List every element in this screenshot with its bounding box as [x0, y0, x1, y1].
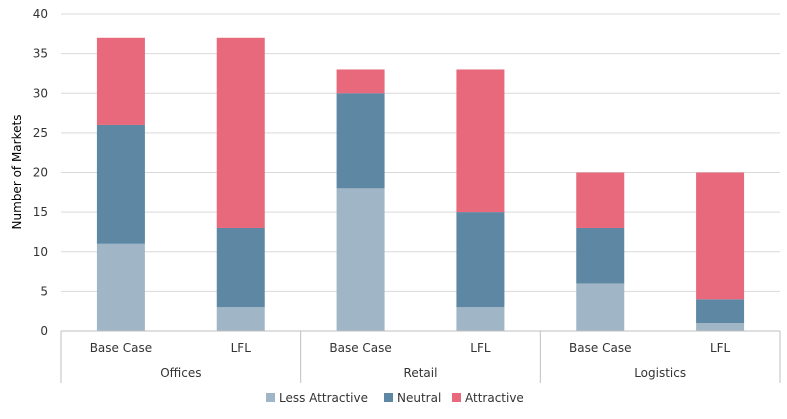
bar-segment	[576, 283, 625, 331]
y-axis-ticks: 0 5 10 15 20 25 30 35 40	[33, 7, 48, 338]
bar-segment	[696, 299, 745, 324]
x-category-label: LFL	[470, 341, 491, 355]
x-group-label: Offices	[160, 366, 201, 380]
x-group-label: Retail	[404, 366, 438, 380]
bar-segment	[456, 69, 505, 213]
y-tick-label: 10	[33, 245, 48, 259]
y-tick-label: 15	[33, 205, 48, 219]
bar-segment	[576, 227, 625, 284]
y-tick-label: 30	[33, 86, 48, 100]
bar-segment	[696, 172, 745, 300]
y-tick-label: 40	[33, 7, 48, 21]
x-category-label: LFL	[231, 341, 252, 355]
y-tick-label: 20	[33, 166, 48, 180]
bars	[96, 37, 745, 331]
bar-segment	[456, 307, 505, 331]
legend-swatch	[266, 393, 275, 402]
y-tick-label: 35	[33, 47, 48, 61]
bar-segment	[576, 172, 625, 228]
y-tick-label: 25	[33, 126, 48, 140]
x-category-label: Base Case	[569, 341, 631, 355]
bar-segment	[216, 227, 265, 308]
bar-segment	[336, 188, 385, 331]
bar-segment	[336, 69, 385, 94]
bar-segment	[96, 37, 145, 125]
y-axis-label: Number of Markets	[10, 115, 24, 230]
bar-segment	[216, 37, 265, 228]
y-tick-label: 0	[40, 324, 48, 338]
legend-entry-label: Neutral	[397, 391, 441, 405]
bar-segment	[336, 93, 385, 189]
gridlines	[61, 13, 780, 292]
bar-segment	[96, 124, 145, 244]
legend-entry-label: Attractive	[465, 391, 524, 405]
x-category-label: Base Case	[90, 341, 152, 355]
legend: Less Attractive Neutral Attractive	[266, 391, 524, 405]
bar-segment	[216, 307, 265, 331]
legend-entry-label: Less Attractive	[279, 391, 368, 405]
y-tick-label: 5	[40, 284, 48, 298]
x-category-label: Base Case	[329, 341, 391, 355]
bar-segment	[696, 323, 745, 331]
bar-segment	[456, 212, 505, 308]
legend-swatch	[452, 393, 461, 402]
legend-swatch	[384, 393, 393, 402]
x-axis: Base Case LFL Base Case LFL Base Case LFL Offi…	[60, 330, 781, 383]
bar-segment	[96, 243, 145, 331]
x-group-label: Logistics	[634, 366, 686, 380]
x-category-label: LFL	[710, 341, 731, 355]
